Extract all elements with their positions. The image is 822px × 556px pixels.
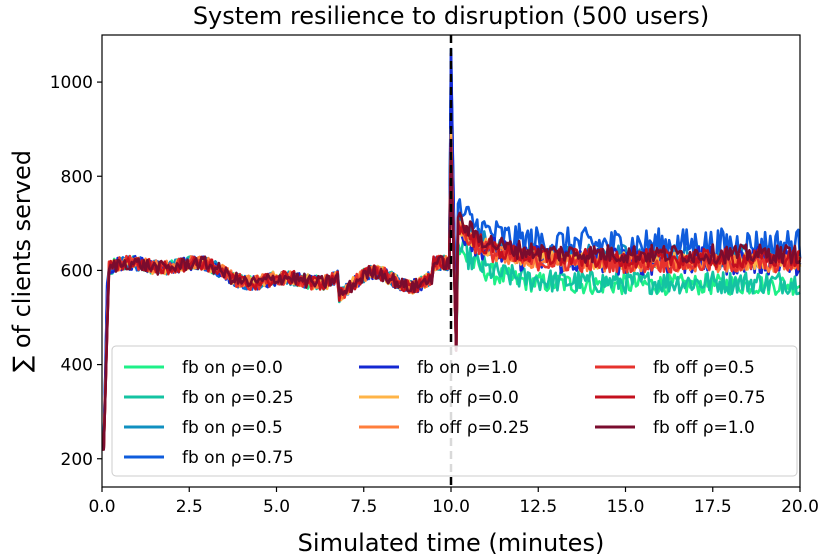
y-tick-label: 800 (61, 167, 93, 187)
legend-label: fb off ρ=0.75 (653, 388, 766, 408)
x-tick-label: 12.5 (519, 497, 557, 517)
legend-label: fb off ρ=0.25 (417, 418, 530, 438)
x-tick-label: 15.0 (607, 497, 645, 517)
x-tick-label: 5.0 (263, 497, 290, 517)
y-tick-label: 600 (61, 261, 93, 281)
y-tick-label: 200 (61, 450, 93, 470)
legend-label: fb on ρ=0.0 (182, 358, 283, 378)
series-line (102, 146, 802, 451)
legend-label: fb on ρ=1.0 (417, 358, 518, 378)
x-axis-label: Simulated time (minutes) (298, 529, 605, 556)
x-tick-label: 7.5 (350, 497, 377, 517)
legend-label: fb on ρ=0.5 (182, 418, 283, 438)
legend-label: fb off ρ=1.0 (653, 418, 755, 438)
x-tick-label: 0.0 (88, 497, 115, 517)
x-tick-label: 17.5 (694, 497, 732, 517)
x-tick-label: 2.5 (176, 497, 203, 517)
legend-label: fb off ρ=0.0 (417, 388, 519, 408)
x-tick-label: 20.0 (781, 497, 819, 517)
legend-label: fb on ρ=0.25 (182, 388, 294, 408)
chart-title: System resilience to disruption (500 use… (193, 2, 709, 30)
y-tick-label: 400 (61, 356, 93, 376)
legend-label: fb on ρ=0.75 (182, 448, 294, 468)
plot-area: 0.0 2.5 5.0 7.5 10.0 12.5 15.0 17.5 20.0 200 400 60… (50, 34, 819, 517)
x-tick-label: 10.0 (432, 497, 470, 517)
legend-label: fb off ρ=0.5 (653, 358, 755, 378)
legend-box (111, 345, 798, 477)
y-tick-label: 1000 (50, 73, 93, 93)
y-axis-label: ∑ of clients served (8, 150, 36, 372)
